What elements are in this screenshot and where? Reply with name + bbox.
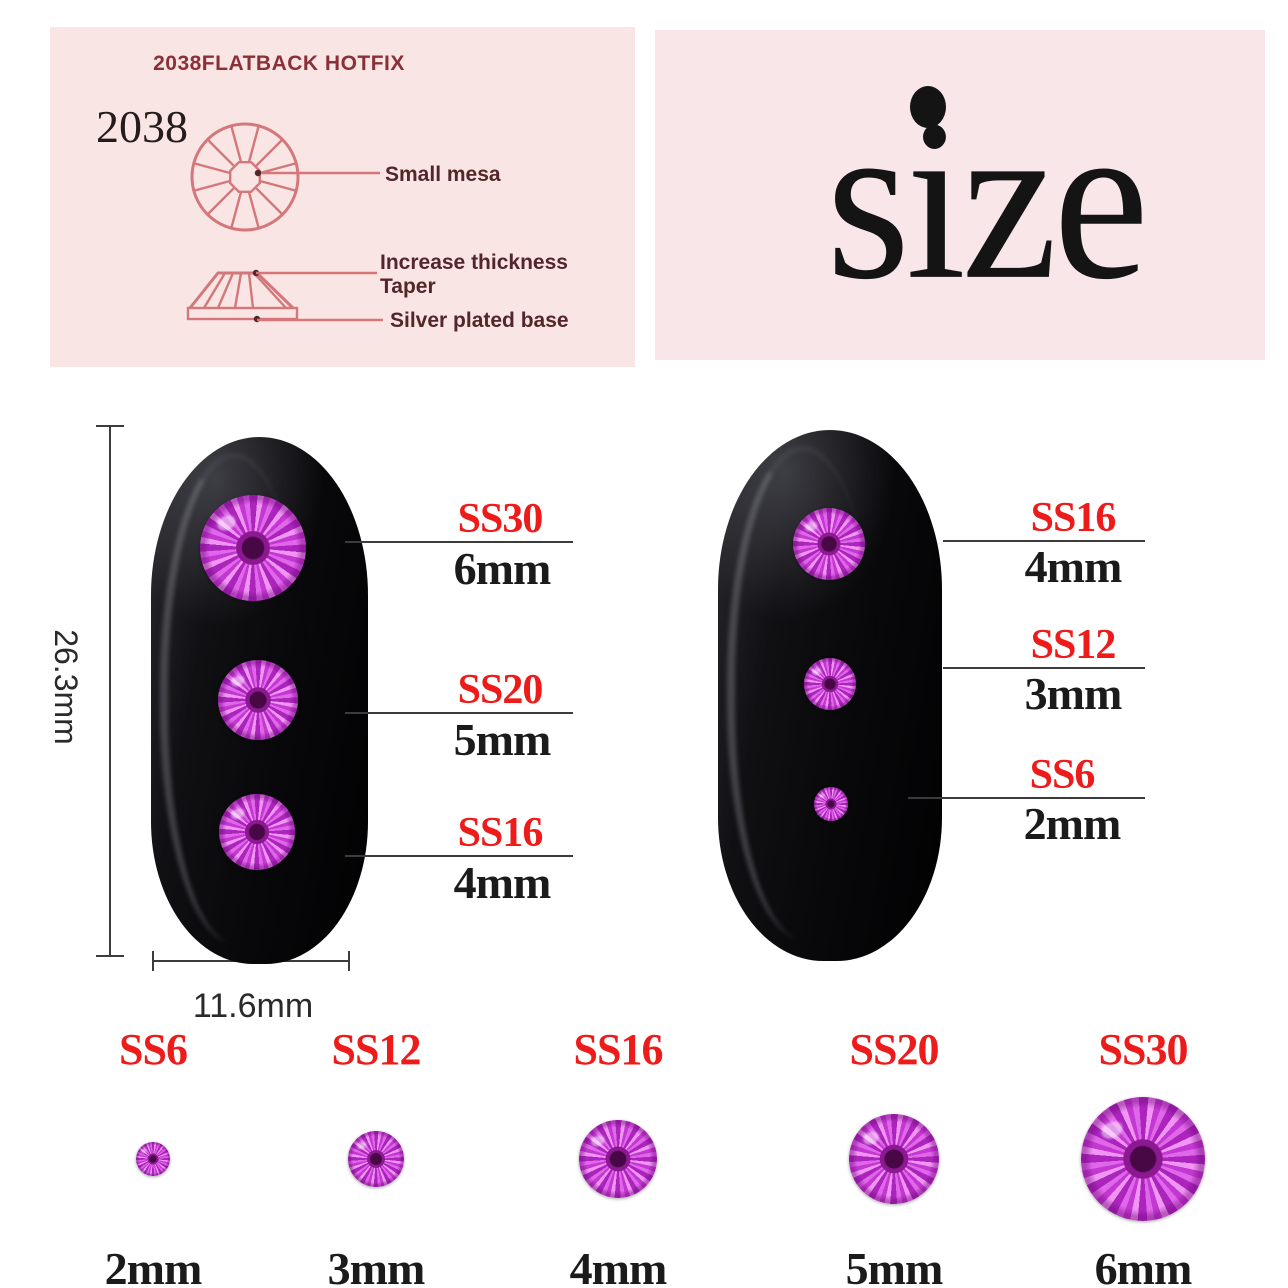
height-measure-line	[109, 426, 111, 957]
size-column-ss-label: SS16	[573, 1025, 664, 1074]
callout-ss-label: SS30	[457, 496, 544, 542]
callout-mm-label: 2mm	[1023, 798, 1122, 849]
callout-ss-label: SS16	[457, 810, 544, 856]
callout-ss-label: SS16	[1030, 495, 1117, 541]
callout-line	[943, 667, 1145, 669]
rhinestone-top-view-icon	[190, 122, 380, 232]
size-column-mm-label: 5mm	[845, 1243, 944, 1288]
nail-width-label: 11.6mm	[192, 987, 314, 1025]
size-column-ss12: SS12 3mm	[266, 1026, 486, 1288]
size-column-ss30: SS30 6mm	[1033, 1026, 1253, 1288]
size-panel: size	[655, 30, 1265, 360]
callout-line	[943, 540, 1145, 542]
size-column-ss-label: SS20	[849, 1025, 940, 1074]
rhinestone-ss6	[814, 787, 848, 821]
rhinestone-ss16	[219, 794, 295, 870]
label-silver-plated-base: Silver plated base	[390, 309, 569, 332]
size-column-stone-box	[579, 1074, 657, 1244]
callout-ss-label: SS12	[1030, 622, 1117, 668]
rhinestone-sample-ss20	[849, 1114, 939, 1204]
callout-ss-label: SS20	[457, 667, 544, 713]
callout-line	[345, 712, 573, 714]
size-title: size	[825, 73, 1149, 328]
size-column-ss16: SS16 4mm	[508, 1026, 728, 1288]
width-measure-cap-left	[152, 951, 154, 971]
size-column-stone-box	[136, 1074, 170, 1244]
rhinestone-ss12	[804, 658, 856, 710]
callout-mm-label: 5mm	[453, 714, 552, 765]
label-increase-thickness: Increase thickness	[380, 251, 568, 274]
label-taper: Taper	[380, 275, 436, 298]
size-column-ss20: SS20 5mm	[784, 1026, 1004, 1288]
height-measure-cap-top	[96, 425, 124, 427]
size-column-stone-box	[1081, 1074, 1205, 1244]
size-column-ss-label: SS6	[119, 1025, 188, 1074]
label-small-mesa: Small mesa	[385, 163, 501, 186]
callout-line	[908, 797, 1145, 799]
size-column-mm-label: 6mm	[1094, 1243, 1193, 1288]
height-measure-cap-bottom	[96, 955, 124, 957]
rhinestone-sample-ss30	[1081, 1097, 1205, 1221]
rhinestone-sample-ss6	[136, 1142, 170, 1176]
callout-mm-label: 6mm	[453, 543, 552, 594]
rhinestone-ss20	[218, 660, 298, 740]
rhinestone-ss30	[200, 495, 306, 601]
callout-line	[345, 855, 573, 857]
panel-title: 2038FLATBACK HOTFIX	[153, 52, 405, 75]
size-column-stone-box	[348, 1074, 404, 1244]
callout-mm-label: 4mm	[1024, 541, 1123, 592]
rhinestone-sample-ss12	[348, 1131, 404, 1187]
nail-height-label: 26.3mm	[48, 629, 84, 745]
callout-mm-label: 4mm	[453, 857, 552, 908]
size-column-mm-label: 3mm	[327, 1243, 426, 1288]
size-column-mm-label: 4mm	[569, 1243, 668, 1288]
rhinestone-sample-ss16	[579, 1120, 657, 1198]
size-column-ss-label: SS30	[1098, 1025, 1189, 1074]
size-title-wrap: size	[655, 30, 1265, 360]
callout-ss-label: SS6	[1029, 752, 1096, 798]
size-column-ss6: SS6 2mm	[43, 1026, 263, 1288]
size-column-mm-label: 2mm	[104, 1243, 203, 1288]
callout-mm-label: 3mm	[1024, 668, 1123, 719]
size-column-ss-label: SS12	[331, 1025, 422, 1074]
size-column-stone-box	[849, 1074, 939, 1244]
rhinestone-side-view-icon	[186, 269, 383, 323]
callout-line	[345, 541, 573, 543]
hotfix-structure-panel: 2038FLATBACK HOTFIX 2038	[50, 27, 635, 367]
width-measure-cap-right	[348, 951, 350, 971]
rhinestone-structure-diagram	[186, 122, 383, 323]
size-dot-icon	[910, 86, 946, 128]
rhinestone-ss16-right	[793, 508, 865, 580]
model-number: 2038	[96, 101, 188, 152]
